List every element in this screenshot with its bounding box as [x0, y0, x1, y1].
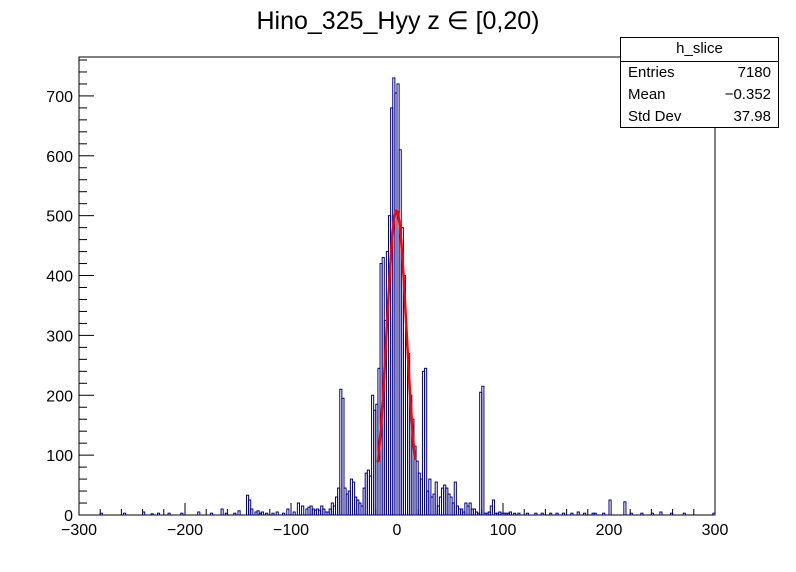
histogram-bin [517, 512, 521, 516]
stats-mean-value: −0.352 [724, 86, 771, 103]
y-tick-label: 300 [46, 328, 73, 345]
histogram-bin [265, 512, 269, 516]
histogram-bin [150, 513, 154, 516]
stats-stddev-value: 37.98 [733, 108, 771, 125]
histogram-bin [233, 512, 237, 516]
histogram-bin [583, 512, 587, 516]
histogram-bin [593, 512, 597, 516]
fit-curve [376, 209, 417, 463]
histogram-bin [561, 512, 565, 516]
histogram-bin [650, 512, 655, 516]
histogram-bin [555, 512, 559, 516]
histogram-bin [180, 512, 184, 516]
histogram-bin [220, 508, 224, 516]
x-tick-label: −100 [273, 522, 309, 539]
x-tick-label: 0 [393, 522, 402, 539]
histogram-bin [292, 511, 296, 516]
histogram-bin [640, 512, 644, 516]
histogram-bin [250, 508, 254, 516]
histogram-bin [570, 512, 574, 516]
x-tick-label: 100 [490, 522, 517, 539]
y-tick-label: 400 [46, 269, 73, 286]
histogram-bin [282, 512, 286, 516]
histogram-bin [248, 499, 252, 516]
histogram-bin [525, 512, 529, 516]
histogram-bin [123, 512, 127, 516]
stats-entries-row: Entries 7180 [621, 62, 778, 84]
histogram-bin [296, 502, 300, 516]
histogram-bin [623, 501, 627, 516]
y-tick-label: 100 [46, 448, 73, 465]
histogram-bin [602, 512, 606, 516]
histogram-bin [608, 499, 612, 516]
histogram-bin [659, 511, 663, 516]
histogram-bin [508, 511, 512, 516]
stats-stddev-row: Std Dev 37.98 [621, 106, 778, 128]
histogram-bin [491, 499, 496, 516]
histogram-bin [481, 385, 485, 516]
stats-stddev-label: Std Dev [628, 108, 682, 125]
histogram-bin [156, 512, 161, 516]
histogram-bin [576, 511, 580, 516]
histogram-bin [540, 512, 544, 516]
histogram-bin [341, 397, 345, 516]
histogram-bin [424, 367, 428, 516]
stats-mean-row: Mean −0.352 [621, 84, 778, 106]
histogram-bin [549, 512, 553, 516]
histogram-bin [275, 511, 279, 516]
stats-mean-label: Mean [628, 86, 666, 103]
x-tick-label: 300 [702, 522, 729, 539]
histogram-bars [99, 77, 716, 516]
histogram-bin [271, 512, 275, 516]
histogram-bin [453, 481, 457, 516]
histogram-bin [197, 511, 201, 516]
histogram-bin [534, 512, 538, 516]
histogram-bin [682, 512, 686, 516]
histogram-bin [629, 512, 633, 516]
histogram-bin [224, 512, 228, 516]
y-tick-label: 200 [46, 388, 73, 405]
x-tick-label: −200 [167, 522, 203, 539]
stats-box: h_slice Entries 7180 Mean −0.352 Std Dev… [620, 37, 779, 128]
histogram-bin [260, 511, 264, 516]
chart-title: Hino_325_Hyy z ∈ [0,20) [256, 7, 540, 35]
gaussian-fit [376, 209, 417, 463]
x-tick-label: 200 [596, 522, 623, 539]
y-tick-label: 600 [46, 149, 73, 166]
stats-entries-label: Entries [628, 64, 675, 81]
histogram-bin [286, 508, 290, 516]
stats-entries-value: 7180 [737, 64, 771, 81]
y-tick-label: 0 [64, 508, 73, 525]
histogram-bin [167, 512, 171, 516]
histogram-bin [513, 512, 517, 516]
histogram-bin [301, 505, 305, 516]
y-tick-label: 700 [46, 89, 73, 106]
histogram-bin [99, 512, 103, 516]
x-tick-label: −300 [61, 522, 97, 539]
histogram-bin [712, 512, 716, 516]
histogram-bin [142, 511, 146, 516]
stats-histogram-name: h_slice [621, 38, 778, 62]
y-tick-label: 500 [46, 209, 73, 226]
histogram-bin [669, 512, 674, 516]
histogram-bin [237, 510, 241, 516]
histogram-bin [209, 512, 214, 516]
histogram-bin [434, 481, 438, 516]
